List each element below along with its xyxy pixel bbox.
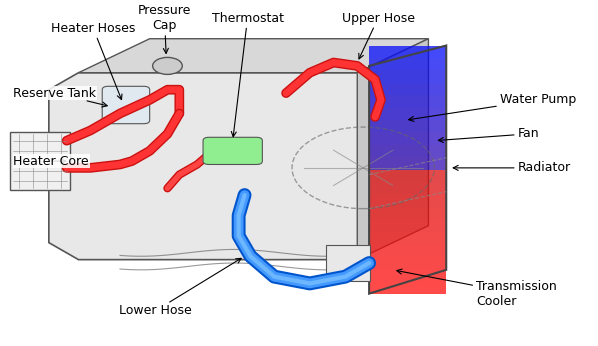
Polygon shape bbox=[369, 70, 446, 83]
Polygon shape bbox=[369, 46, 446, 58]
Polygon shape bbox=[369, 58, 446, 70]
FancyBboxPatch shape bbox=[102, 86, 150, 124]
Polygon shape bbox=[49, 73, 387, 260]
Polygon shape bbox=[369, 108, 446, 120]
Text: Radiator: Radiator bbox=[453, 161, 570, 174]
FancyBboxPatch shape bbox=[203, 137, 263, 164]
Polygon shape bbox=[369, 95, 446, 108]
Polygon shape bbox=[369, 207, 446, 219]
Text: Pressure
Cap: Pressure Cap bbox=[138, 4, 191, 53]
Text: Heater Hoses: Heater Hoses bbox=[51, 22, 136, 100]
FancyBboxPatch shape bbox=[10, 132, 69, 190]
Polygon shape bbox=[369, 194, 446, 207]
Polygon shape bbox=[369, 182, 446, 194]
Polygon shape bbox=[357, 39, 428, 260]
Polygon shape bbox=[369, 256, 446, 269]
Text: Transmission
Cooler: Transmission Cooler bbox=[397, 269, 557, 308]
Polygon shape bbox=[369, 133, 446, 145]
Text: Lower Hose: Lower Hose bbox=[119, 258, 241, 317]
Circle shape bbox=[152, 57, 182, 74]
Text: Upper Hose: Upper Hose bbox=[341, 12, 414, 59]
FancyBboxPatch shape bbox=[327, 245, 370, 281]
Text: Thermostat: Thermostat bbox=[212, 12, 283, 137]
Polygon shape bbox=[369, 120, 446, 133]
Text: Water Pump: Water Pump bbox=[408, 93, 576, 121]
Text: Reserve Tank: Reserve Tank bbox=[13, 86, 107, 107]
Polygon shape bbox=[369, 157, 446, 170]
Polygon shape bbox=[78, 39, 428, 73]
Polygon shape bbox=[369, 219, 446, 231]
Polygon shape bbox=[369, 170, 446, 182]
Text: Fan: Fan bbox=[438, 127, 539, 143]
Polygon shape bbox=[369, 83, 446, 95]
Polygon shape bbox=[369, 281, 446, 294]
Polygon shape bbox=[369, 244, 446, 256]
Polygon shape bbox=[369, 145, 446, 157]
Polygon shape bbox=[369, 269, 446, 281]
Polygon shape bbox=[369, 231, 446, 244]
Text: Heater Core: Heater Core bbox=[13, 155, 89, 167]
